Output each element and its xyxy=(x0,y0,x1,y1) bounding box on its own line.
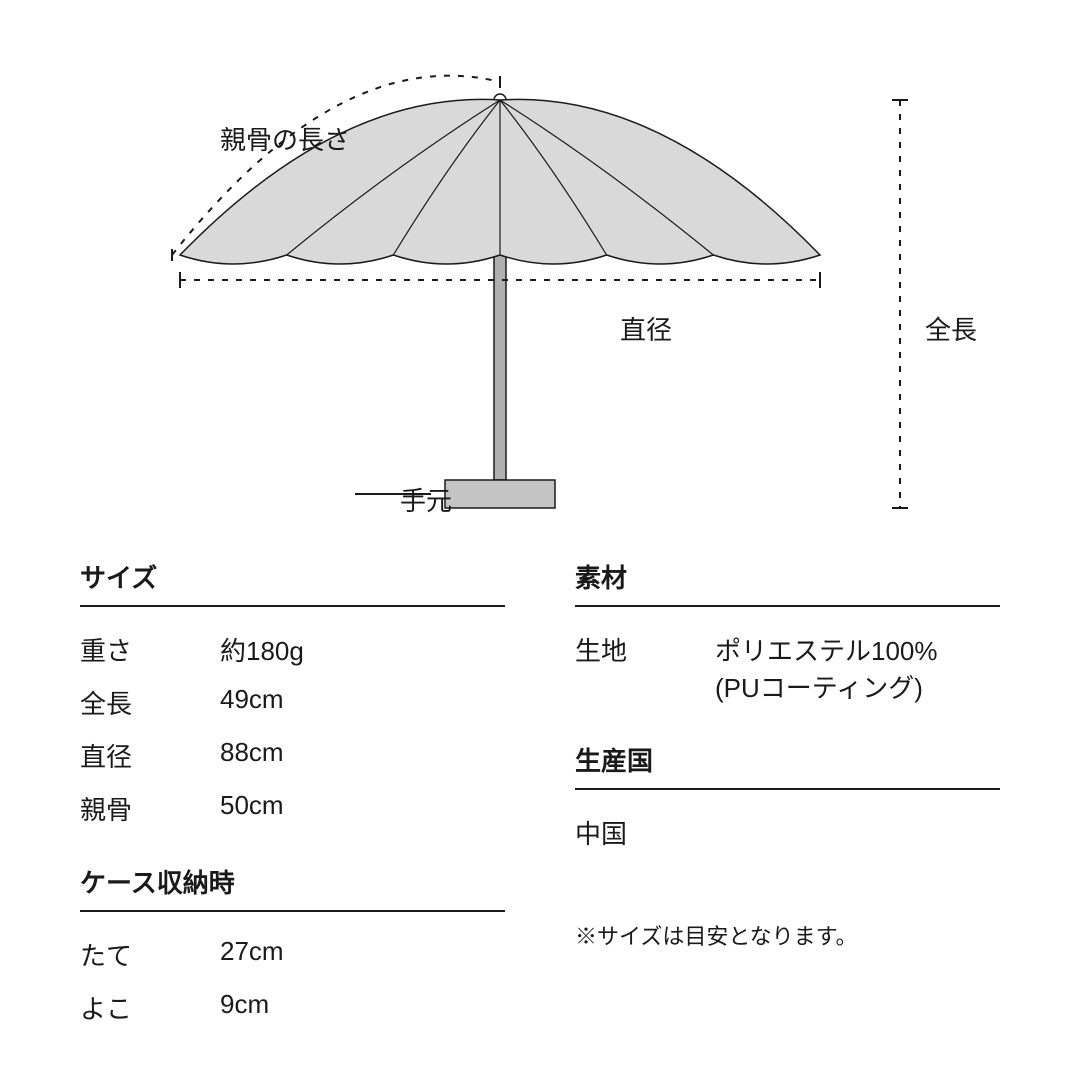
spec-value: ポリエステル100% (PUコーティング) xyxy=(715,631,1000,705)
label-rib-length: 親骨の長さ xyxy=(220,120,350,157)
spec-columns: サイズ 重さ約180g全長49cm直径88cm親骨50cm ケース収納時 たて2… xyxy=(80,558,1000,1034)
spec-value: 88cm xyxy=(220,737,505,774)
spec-row: 重さ約180g xyxy=(80,623,505,676)
section-title-size: サイズ xyxy=(80,558,505,607)
label-total-length: 全長 xyxy=(925,310,977,347)
spec-row: よこ9cm xyxy=(80,981,505,1034)
spec-value: 49cm xyxy=(220,684,505,721)
spec-label: よこ xyxy=(80,989,220,1026)
spec-row: 中国 xyxy=(575,806,1000,859)
spec-col-left: サイズ 重さ約180g全長49cm直径88cm親骨50cm ケース収納時 たて2… xyxy=(80,558,505,1034)
spec-value: 50cm xyxy=(220,790,505,827)
spec-row: 親骨50cm xyxy=(80,782,505,835)
spec-value xyxy=(715,814,1000,851)
spec-label: 生地 xyxy=(575,631,715,705)
country-rows: 中国 xyxy=(575,806,1000,859)
spec-label: たて xyxy=(80,936,220,973)
case-rows: たて27cmよこ9cm xyxy=(80,928,505,1034)
material-rows: 生地ポリエステル100% (PUコーティング) xyxy=(575,623,1000,713)
spec-value: 27cm xyxy=(220,936,505,973)
size-rows: 重さ約180g全長49cm直径88cm親骨50cm xyxy=(80,623,505,835)
spec-row: たて27cm xyxy=(80,928,505,981)
spec-value: 9cm xyxy=(220,989,505,1026)
spec-label: 中国 xyxy=(575,814,715,851)
spec-value: 約180g xyxy=(220,631,505,668)
spec-label: 直径 xyxy=(80,737,220,774)
spec-label: 親骨 xyxy=(80,790,220,827)
spec-label: 重さ xyxy=(80,631,220,668)
spec-row: 全長49cm xyxy=(80,676,505,729)
section-title-material: 素材 xyxy=(575,558,1000,607)
umbrella-diagram: 親骨の長さ 直径 全長 手元 xyxy=(100,60,980,520)
size-note: ※サイズは目安となります。 xyxy=(575,919,1000,951)
label-handle: 手元 xyxy=(400,481,452,518)
spec-label: 全長 xyxy=(80,684,220,721)
spec-row: 生地ポリエステル100% (PUコーティング) xyxy=(575,623,1000,713)
spec-col-right: 素材 生地ポリエステル100% (PUコーティング) 生産国 中国 ※サイズは目… xyxy=(575,558,1000,1034)
section-title-country: 生産国 xyxy=(575,741,1000,790)
spec-row: 直径88cm xyxy=(80,729,505,782)
label-diameter: 直径 xyxy=(620,310,672,347)
section-title-case: ケース収納時 xyxy=(80,863,505,912)
